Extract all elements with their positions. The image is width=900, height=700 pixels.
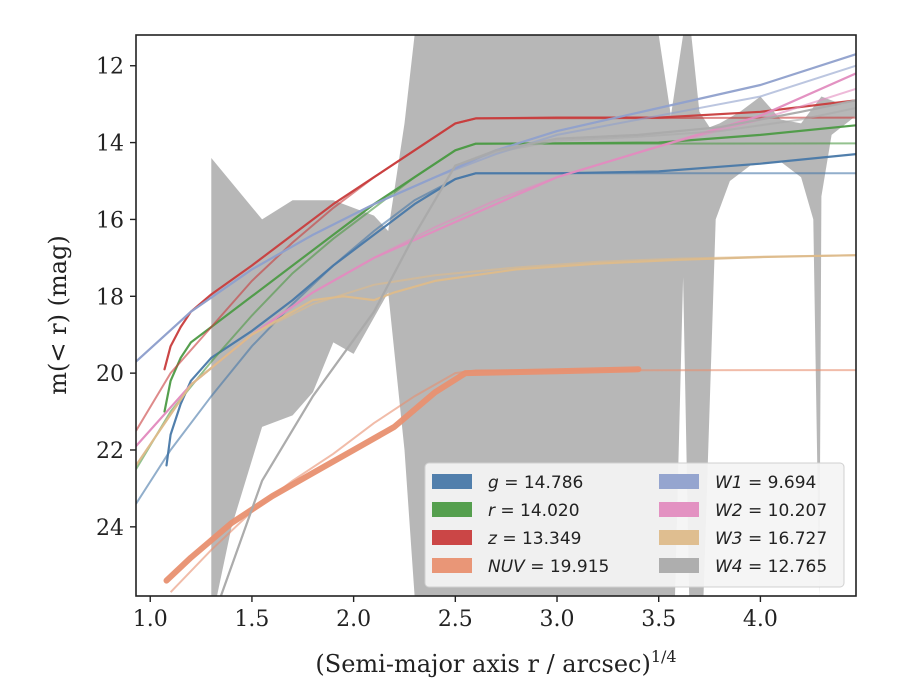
legend-label-w3: W3 = 16.727	[715, 529, 827, 549]
x-tick-label: 2.5	[438, 607, 473, 632]
x-tick-label: 3.5	[641, 607, 676, 632]
legend-swatch-w3	[659, 530, 699, 545]
legend-swatch-w1	[659, 474, 699, 489]
legend-label-r: r = 14.020	[488, 501, 580, 521]
legend-swatch-g	[432, 474, 472, 489]
y-axis-label: m(< r) (mag)	[44, 235, 72, 394]
legend-label-nuv: NUV = 19.915	[488, 557, 609, 577]
y-tick-label: 16	[96, 208, 124, 233]
y-tick-label: 22	[96, 439, 124, 464]
axis-ticks: 1.0 1.5 2.0 2.5 3.0 3.5 4.0 12 14 16 18 20 22 24	[96, 55, 778, 632]
x-tick-label: 1.0	[133, 607, 168, 632]
legend-swatch-w2	[659, 502, 699, 517]
plot-area	[136, 35, 856, 596]
legend-label-g: g = 14.786	[488, 473, 583, 493]
series-w3-measured	[136, 254, 856, 467]
x-axis-label: (Semi-major axis r / arcsec)1/4	[315, 647, 676, 678]
y-tick-label: 20	[96, 362, 124, 387]
plot-frame	[135, 34, 857, 597]
series-w1-measured	[136, 53, 856, 363]
legend-label-w2: W2 = 10.207	[715, 501, 827, 521]
legend-label-w4: W4 = 12.765	[715, 557, 827, 577]
y-tick-label: 14	[96, 132, 124, 157]
y-tick-label: 18	[96, 285, 124, 310]
y-tick-label: 24	[96, 516, 124, 541]
series-w4-measured	[219, 99, 856, 596]
x-tick-label: 2.0	[336, 607, 371, 632]
legend-label-w1: W1 = 9.694	[715, 473, 816, 493]
legend-box	[424, 462, 845, 588]
x-tick-label: 3.0	[540, 607, 575, 632]
legend-swatch-z	[432, 530, 472, 545]
legend: g = 14.786 r = 14.020 z = 13.349 NUV = 19.9…	[424, 462, 845, 588]
legend-swatch-r	[432, 502, 472, 517]
legend-swatch-w4	[659, 558, 699, 573]
y-tick-label: 12	[96, 55, 124, 80]
series-nuv-measured	[163, 366, 642, 584]
x-tick-label: 1.5	[234, 607, 269, 632]
series-r-measured	[163, 124, 856, 413]
series-z-measured	[163, 99, 856, 371]
legend-swatch-nuv	[432, 558, 472, 573]
x-tick-label: 4.0	[743, 607, 778, 632]
w4-uncertainty-band	[211, 35, 856, 596]
legend-label-z: z = 13.349	[487, 529, 581, 549]
